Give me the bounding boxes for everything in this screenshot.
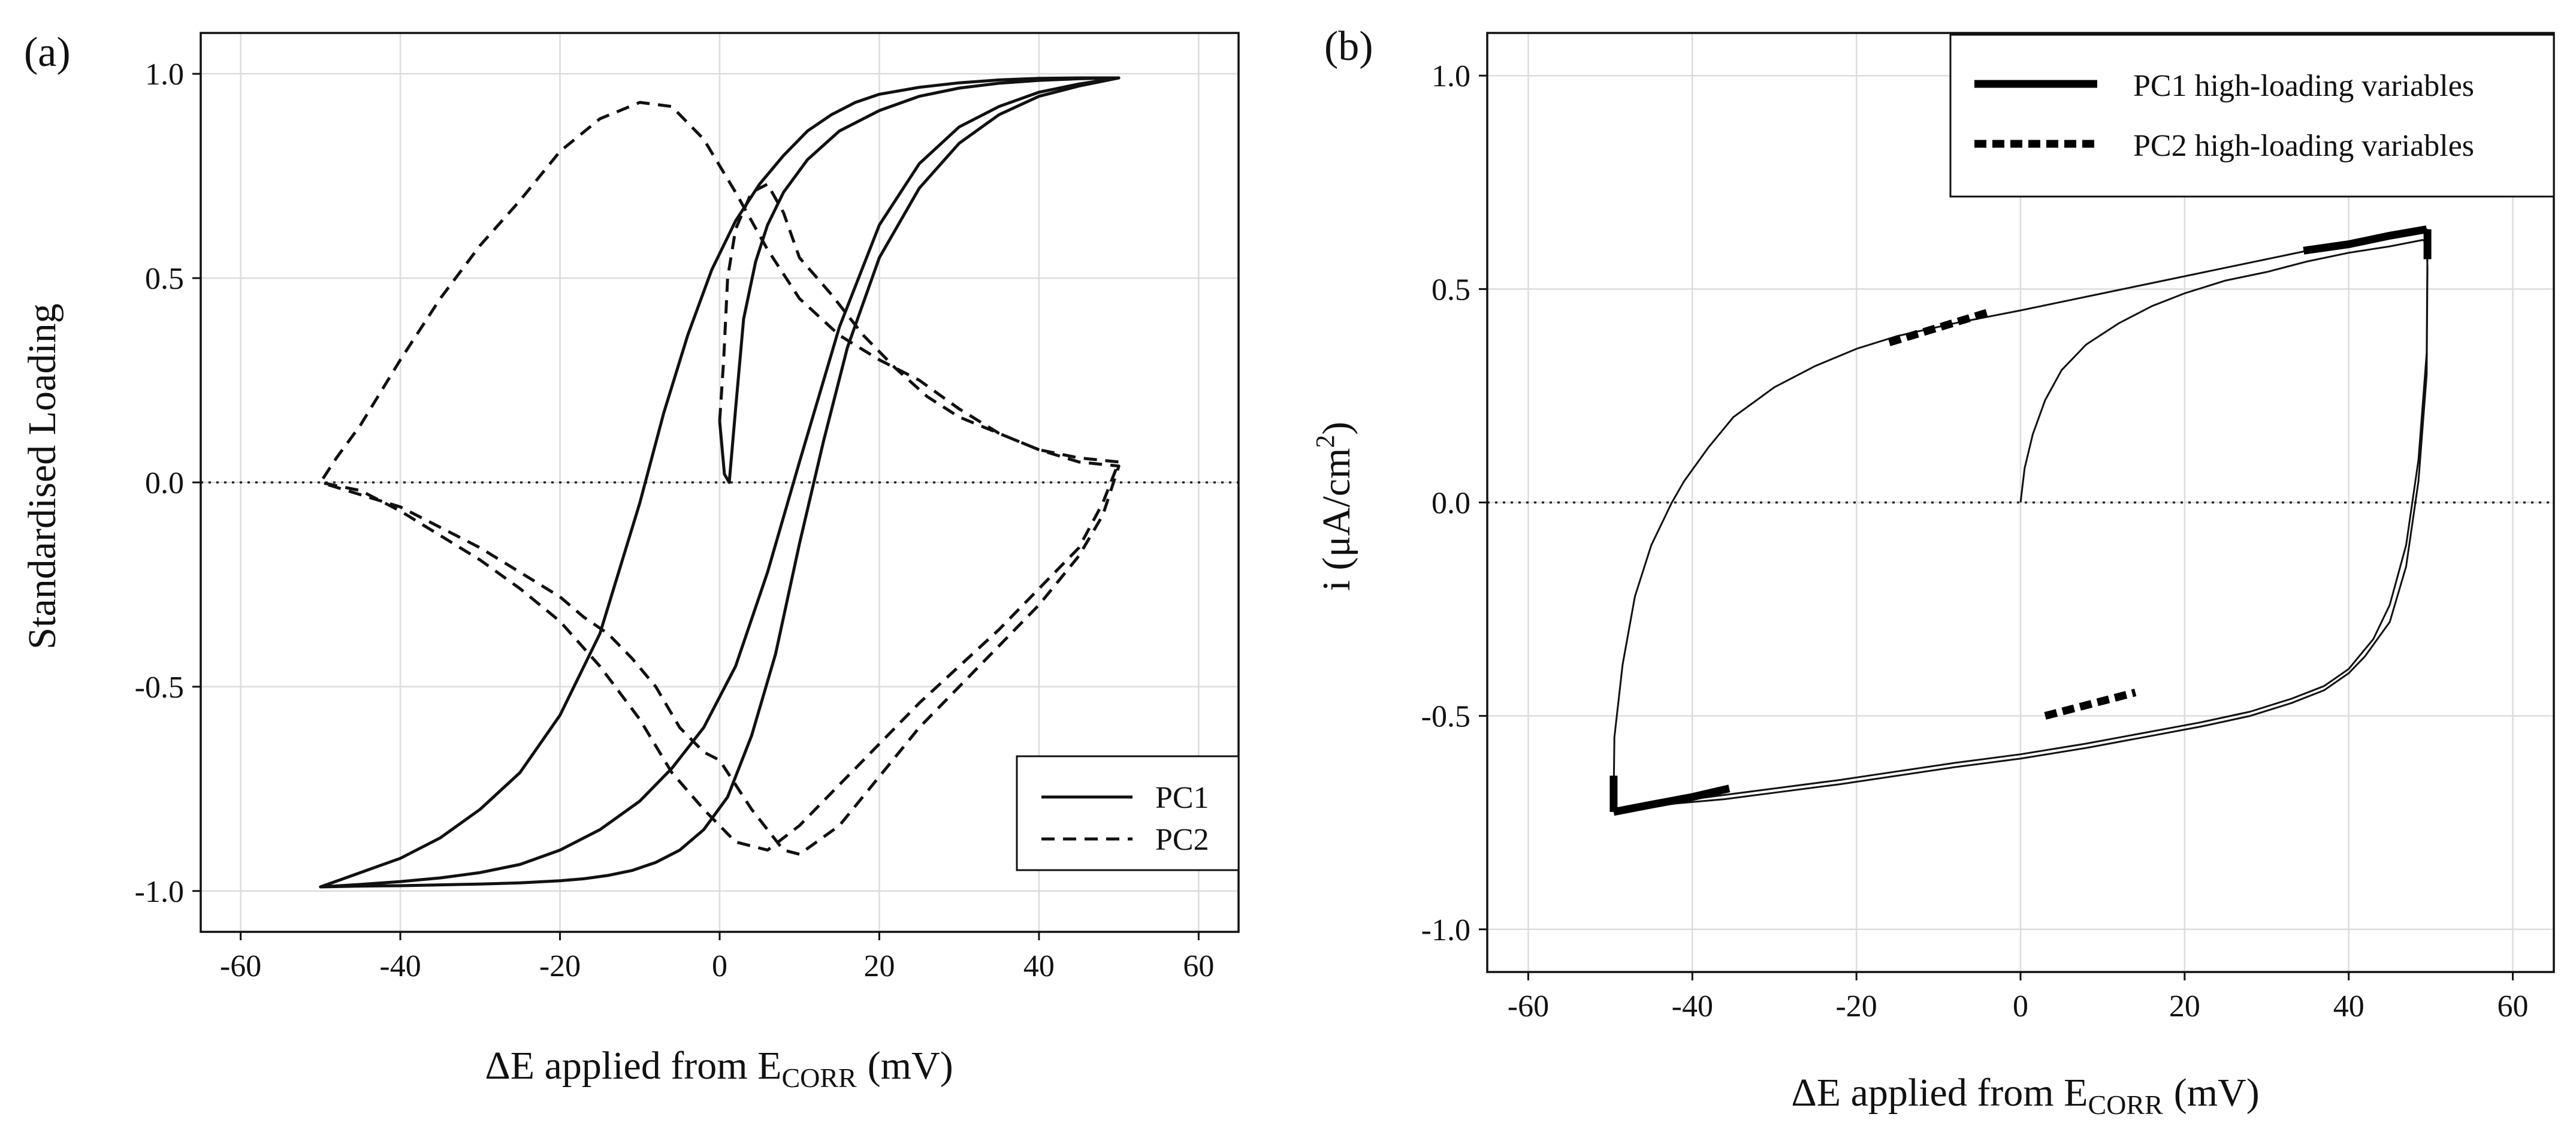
panel-a: (a) -60 -40 -20 0 20 40 60 -1.0 -0.5 0.0 0.5 1.0 St…	[20, 29, 1240, 1093]
panel-a-ytick-label: -0.5	[135, 671, 184, 705]
panel-a-ytick-label: 1.0	[145, 58, 184, 92]
panel-b-ytick-label: 1.0	[1432, 59, 1470, 93]
panel-a-xlabel-sub: CORR	[781, 1062, 857, 1093]
panel-b-ytick-label: -1.0	[1421, 913, 1470, 947]
panel-b-legend-box	[1949, 34, 2555, 198]
panel-b-xlabel: ΔE applied from ECORR (mV)	[1791, 1071, 2259, 1120]
panel-a-legend-box	[1016, 755, 1240, 871]
panel-b-series	[1609, 225, 2432, 816]
panel-b-xtick-label: 20	[2169, 989, 2200, 1024]
panel-b-legend-pc2-label: PC2 high-loading variables	[2133, 129, 2474, 163]
panel-b-series-pc1-high-loading-variables-segment	[2303, 225, 2427, 255]
panel-b-ticks: -60 -40 -20 0 20 40 60 -1.0 -0.5 0.0 0.5 1.0	[1421, 59, 2529, 1024]
panel-b-xtick-label: -60	[1508, 989, 1549, 1024]
panel-a-xtick-label: -20	[539, 949, 581, 983]
panel-a-legend-pc1-label: PC1	[1155, 781, 1209, 815]
panel-a-xtick-label: 40	[1023, 949, 1055, 983]
panel-b-ylabel-close: )	[1315, 422, 1358, 435]
panel-b-ylabel: i (μA/cm2)	[1310, 422, 1358, 591]
panel-b-series-pc1-high-loading-variables-segment	[1612, 784, 1731, 816]
panel-b-xlabel-sub: CORR	[2088, 1089, 2163, 1120]
panel-b-series-pc2-high-loading-variables-segment	[2044, 689, 2137, 720]
panel-a-xtick-label: 20	[863, 949, 895, 983]
panel-b-ylabel-main: i (μA/cm	[1315, 448, 1358, 591]
panel-b-xtick-label: 40	[2333, 989, 2364, 1024]
panel-a-ytick-label: 0.5	[145, 262, 184, 296]
panel-a-series	[319, 76, 1121, 889]
panel-a-legend-pc2-label: PC2	[1155, 823, 1209, 857]
panel-a-ytick-label: 0.0	[145, 466, 184, 500]
panel-b-ytick-label: 0.5	[1432, 273, 1470, 307]
panel-b-label: (b)	[1324, 23, 1373, 70]
panel-b-ylabel-sup: 2	[1310, 435, 1340, 448]
panel-a-ticks: -60 -40 -20 0 20 40 60 -1.0 -0.5 0.0 0.5 1.0	[135, 58, 1215, 983]
panel-a-xtick-label: -40	[379, 949, 421, 983]
panel-a-xtick-label: 0	[712, 949, 727, 983]
panel-a-ytick-label: -1.0	[135, 875, 184, 909]
panel-a-xlabel-unit: (mV)	[868, 1044, 953, 1088]
panel-a-series-pc2	[319, 101, 1121, 856]
panel-b-xtick-label: 60	[2498, 989, 2529, 1024]
panel-a-ylabel: Standardised Loading	[20, 303, 64, 649]
panel-b-legend: PC1 high-loading variables PC2 high-load…	[1949, 34, 2555, 198]
panel-b-xtick-label: -40	[1672, 989, 1713, 1024]
panel-b-legend-pc1-label: PC1 high-loading variables	[2133, 69, 2474, 103]
panel-a-xtick-label: -60	[220, 949, 261, 983]
panel-b-ytick-label: 0.0	[1432, 487, 1470, 521]
panel-a-xlabel: ΔE applied from ECORR (mV)	[485, 1044, 953, 1093]
panel-a-xlabel-main: ΔE applied from E	[485, 1044, 781, 1088]
panel-b-xtick-label: -20	[1835, 989, 1877, 1024]
panel-a-legend: PC1 PC2	[1016, 755, 1240, 871]
panel-a-xtick-label: 60	[1183, 949, 1214, 983]
panel-b-xtick-label: 0	[2013, 989, 2028, 1024]
panel-b: (b) -60 -40 -20 0 20 40 60 -1.0 -0.5 0.0 0.5 1.0 i …	[1310, 23, 2555, 1120]
panel-b-xlabel-main: ΔE applied from E	[1791, 1071, 2088, 1115]
panel-a-label: (a)	[24, 29, 71, 76]
panel-b-ytick-label: -0.5	[1421, 700, 1470, 734]
panel-b-xlabel-unit: (mV)	[2174, 1071, 2260, 1115]
panel-a-series-pc1	[319, 76, 1121, 889]
